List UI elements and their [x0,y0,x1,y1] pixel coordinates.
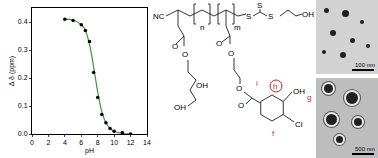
svg-text:8: 8 [96,139,100,146]
svg-text:S: S [246,12,251,21]
svg-text:0.3: 0.3 [18,46,28,53]
svg-text:i: i [256,79,258,88]
svg-text:S: S [268,12,273,21]
svg-text:0.1: 0.1 [18,102,28,109]
html-text:100 nm: 100 nm [355,62,375,68]
svg-text:g: g [307,93,311,102]
svg-text:0.0: 0.0 [18,130,28,137]
svg-text:0.4: 0.4 [18,18,28,25]
svg-text:O: O [236,84,242,93]
svg-text:h: h [273,82,277,91]
svg-text:S: S [257,1,262,10]
svg-text:f: f [272,129,275,138]
svg-text:n: n [200,23,204,32]
svg-text:2: 2 [46,139,50,146]
svg-text:Cl: Cl [295,120,303,129]
svg-text:0.2: 0.2 [18,74,28,81]
svg-text:OH: OH [302,10,314,19]
svg-text:4: 4 [63,139,67,146]
svg-text:m: m [234,23,241,32]
svg-text:O: O [182,50,188,59]
svg-text:14: 14 [143,139,151,146]
svg-text:OH: OH [196,81,208,90]
svg-text:6: 6 [79,139,83,146]
svg-text:pH: pH [85,147,94,155]
svg-text:O: O [172,42,178,51]
svg-text:0: 0 [30,139,34,146]
svg-text:O: O [238,101,244,110]
svg-text:O: O [228,49,234,58]
svg-text:NC: NC [153,12,165,21]
svg-text:10: 10 [110,139,118,146]
svg-text:O: O [216,39,222,48]
svg-text:OH: OH [293,87,305,96]
svg-text:Δ δ (ppm): Δ δ (ppm) [8,56,16,86]
svg-text:12: 12 [127,139,135,146]
svg-text:OH: OH [174,103,186,112]
html-text:500 nm: 500 nm [355,146,375,152]
